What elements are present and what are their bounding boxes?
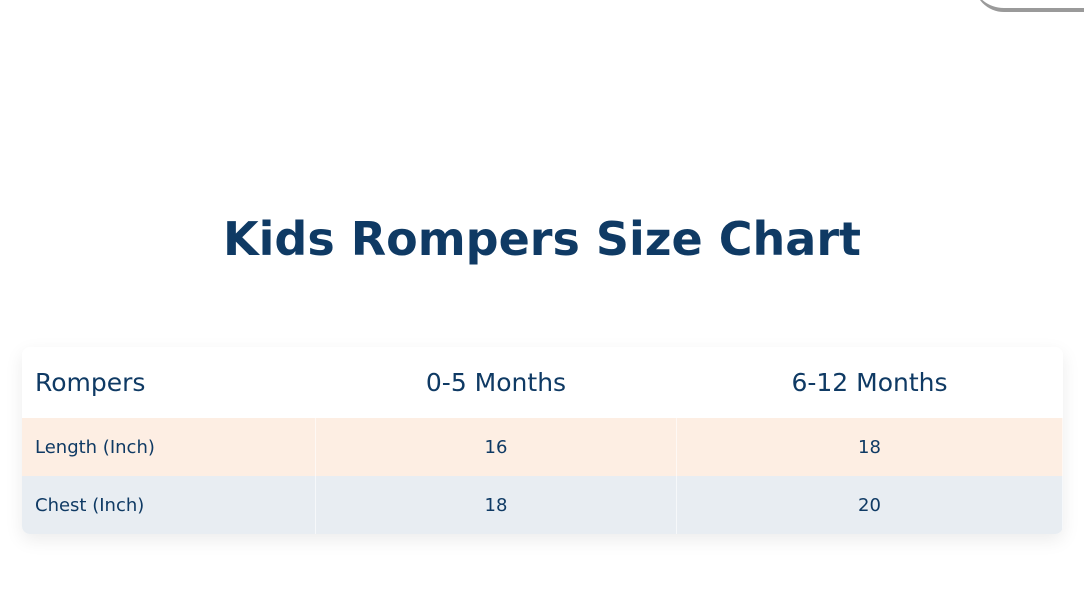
corner-decoration bbox=[974, 0, 1084, 12]
table-row: Chest (Inch) 18 20 bbox=[22, 476, 1063, 534]
cell: 20 bbox=[676, 476, 1063, 534]
page-title: Kids Rompers Size Chart bbox=[222, 212, 861, 266]
row-label: Length (Inch) bbox=[22, 418, 316, 476]
header-cell: Rompers bbox=[22, 347, 316, 418]
cell: 18 bbox=[676, 418, 1063, 476]
header-cell: 0-5 Months bbox=[315, 347, 677, 418]
cell: 16 bbox=[315, 418, 677, 476]
header-cell: 6-12 Months bbox=[676, 347, 1063, 418]
size-table-card: Rompers 0-5 Months 6-12 Months Length (I… bbox=[22, 347, 1063, 534]
cell: 18 bbox=[315, 476, 677, 534]
row-label: Chest (Inch) bbox=[22, 476, 316, 534]
size-table: Rompers 0-5 Months 6-12 Months Length (I… bbox=[22, 347, 1063, 534]
table-row: Length (Inch) 16 18 bbox=[22, 418, 1063, 476]
header-row: Rompers 0-5 Months 6-12 Months bbox=[22, 347, 1063, 418]
